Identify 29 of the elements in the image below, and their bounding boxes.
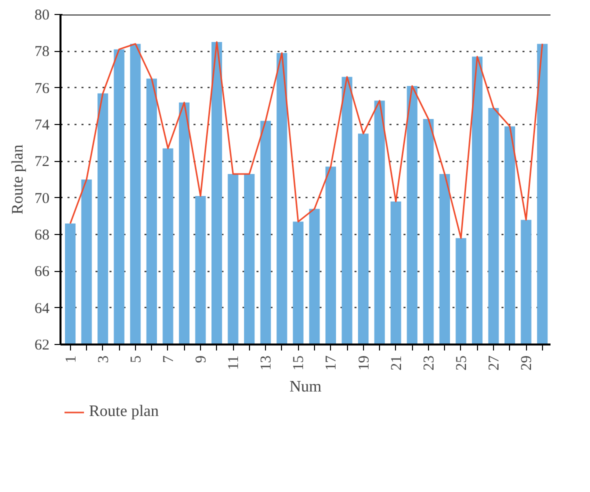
y-tick-label: 76 [34,80,50,97]
x-tick-label: 7 [160,355,177,363]
y-tick-label: 66 [34,264,50,280]
x-tick-label: 21 [388,356,405,370]
x-tick-label: 5 [128,356,144,363]
line-series [70,41,544,239]
x-tick-label: 3 [96,356,112,363]
y-tick-label: 70 [34,190,50,207]
x-axis-title: Num [290,378,322,396]
x-tick-label: 23 [421,356,438,370]
x-tick-label: 11 [226,355,242,370]
y-tick-label: 80 [34,8,50,24]
y-tick-label: 78 [34,44,50,60]
x-tick-label: 29 [519,356,536,370]
y-tick-label: 74 [34,118,50,134]
y-tick-label: 62 [34,338,50,354]
x-tick-label: 17 [324,355,340,370]
y-tick-label: 64 [34,300,50,317]
x-tick-label: 27 [486,355,503,370]
x-tick-label: 25 [454,356,470,370]
x-tick-label: 15 [291,356,308,370]
x-tick-label: 13 [258,356,275,370]
y-tick-label: 72 [34,154,50,170]
y-tick-label: 68 [34,228,50,244]
x-tick-label: 19 [356,356,372,370]
legend-label: Route plan [89,403,159,421]
x-tick-label: 9 [194,356,210,363]
y-axis-title: Route plan [10,144,26,214]
x-tick-label: 1 [63,356,80,363]
